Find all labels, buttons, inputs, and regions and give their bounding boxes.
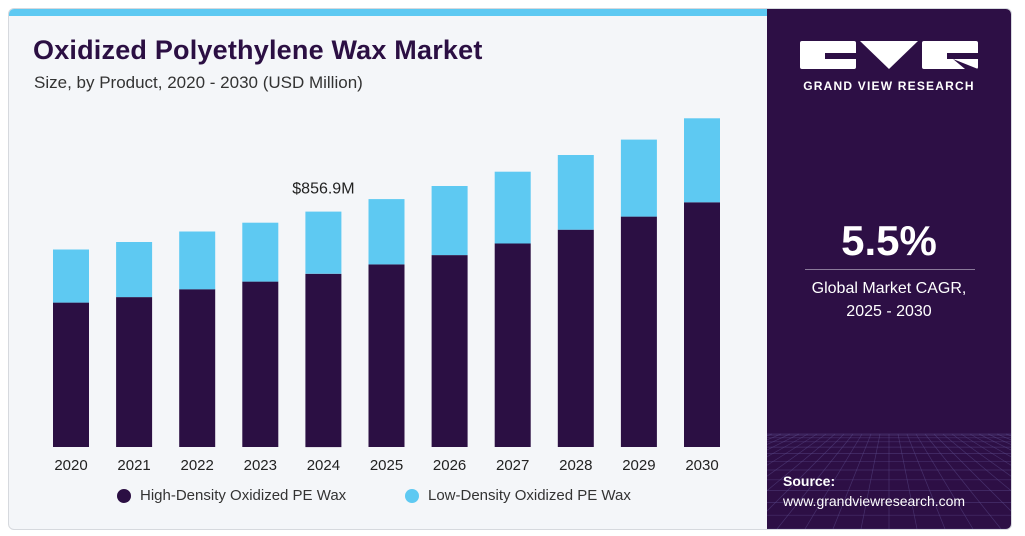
grid-line	[767, 433, 827, 477]
bar-high-density-2026	[431, 255, 468, 447]
bar-high-density-2024	[305, 273, 342, 448]
grid-line	[942, 433, 1011, 492]
bar-chart: 2020 2021 2022 2023 2024 $856.9M 2025 2026 2027 2…	[53, 118, 720, 474]
bar-low-density-2024	[305, 211, 342, 274]
grid-line	[897, 433, 918, 529]
x-tick-label: 2022	[181, 457, 214, 474]
cagr-label-line1: Global Market CAGR,	[811, 280, 967, 297]
grid-line	[767, 433, 836, 492]
x-tick-label: 2028	[559, 457, 592, 474]
bar-low-density-2025	[368, 199, 405, 265]
legend-swatch	[117, 488, 131, 503]
bar-low-density-2023	[242, 222, 279, 282]
accent-bar	[9, 9, 767, 16]
grand-view-research-logo	[800, 41, 978, 69]
grid-line	[767, 433, 800, 451]
grid-line	[906, 433, 946, 529]
bar-low-density-2029	[620, 139, 657, 217]
bar-high-density-2022	[179, 289, 216, 447]
divider	[805, 269, 975, 270]
sidebar-panel: GRAND VIEW RESEARCH 5.5% Global Market C…	[767, 9, 1011, 529]
x-tick-label: 2029	[622, 457, 655, 474]
grid-line	[860, 433, 881, 529]
bar-high-density-2021	[116, 297, 153, 447]
grid-line	[924, 433, 1002, 529]
bar-high-density-2025	[368, 264, 405, 447]
data-label-2024: $856.9M	[292, 181, 354, 198]
bar-high-density-2020	[53, 302, 89, 447]
x-tick-label: 2027	[496, 457, 529, 474]
x-tick-label: 2023	[244, 457, 277, 474]
legend-label: High-Density Oxidized PE Wax	[140, 487, 347, 504]
grid-line	[776, 433, 854, 529]
grid-line	[767, 433, 845, 512]
x-tick-label: 2030	[685, 457, 718, 474]
grid-line	[951, 433, 1011, 477]
grid-line	[933, 433, 1011, 512]
grid-floor-graphic	[767, 433, 1011, 529]
bar-low-density-2028	[557, 155, 594, 230]
grid-line	[767, 433, 809, 458]
bar-high-density-2027	[494, 243, 531, 447]
source-label: Source:	[783, 473, 836, 489]
x-tick-label: 2024	[307, 457, 340, 474]
grid-line	[978, 433, 1011, 451]
cagr-label: Global Market CAGR, 2025 - 2030	[767, 277, 1011, 323]
bar-high-density-2030	[684, 202, 720, 447]
grid-line	[969, 433, 1011, 458]
grid-line	[832, 433, 872, 529]
legend-swatch	[405, 488, 419, 503]
grid-line	[804, 433, 863, 529]
bar-low-density-2030	[684, 118, 720, 203]
grid-line	[915, 433, 974, 529]
infographic-card: Oxidized Polyethylene Wax Market Size, b…	[8, 8, 1012, 530]
x-tick-label: 2026	[433, 457, 466, 474]
x-tick-label: 2025	[370, 457, 403, 474]
grid-line	[767, 433, 782, 441]
legend-item-low-density: Low-Density Oxidized PE Wax	[405, 487, 631, 504]
source-link[interactable]: www.grandviewresearch.com	[783, 493, 966, 509]
cagr-label-line2: 2025 - 2030	[846, 303, 932, 320]
bar-high-density-2023	[242, 281, 279, 447]
bar-high-density-2028	[557, 229, 594, 447]
legend-label: Low-Density Oxidized PE Wax	[428, 487, 631, 504]
grid-line	[767, 433, 818, 466]
cagr-value: 5.5%	[841, 217, 937, 264]
bar-low-density-2026	[431, 186, 468, 256]
grid-line	[996, 433, 1011, 441]
grid-line	[960, 433, 1011, 466]
legend-item-high-density: High-Density Oxidized PE Wax	[117, 487, 346, 504]
bar-low-density-2021	[116, 242, 153, 298]
bar-low-density-2027	[494, 171, 531, 244]
bar-high-density-2029	[620, 216, 657, 447]
chart-subtitle: Size, by Product, 2020 - 2030 (USD Milli…	[34, 73, 363, 92]
x-tick-label: 2020	[54, 457, 87, 474]
bar-low-density-2022	[179, 231, 216, 290]
x-tick-label: 2021	[117, 457, 150, 474]
chart-title: Oxidized Polyethylene Wax Market	[33, 35, 483, 65]
bar-low-density-2020	[53, 249, 89, 303]
brand-name: GRAND VIEW RESEARCH	[803, 79, 975, 93]
